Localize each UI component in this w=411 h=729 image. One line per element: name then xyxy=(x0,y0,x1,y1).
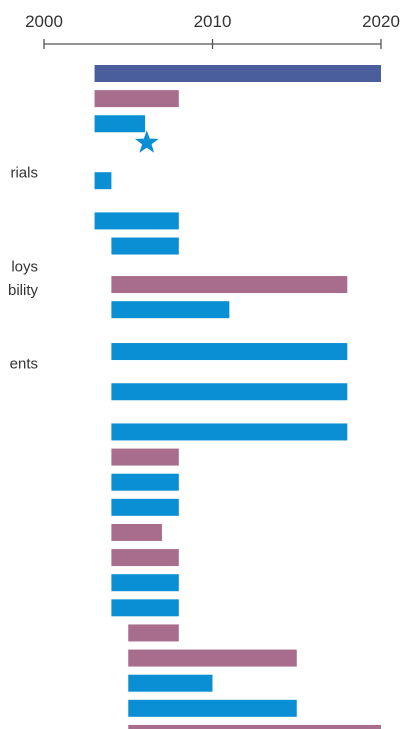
bar-11 xyxy=(111,448,179,466)
row-label: loys xyxy=(11,258,38,275)
x-tick-label: 2020 xyxy=(362,12,400,31)
row-label: ents xyxy=(10,355,38,372)
bar-9 xyxy=(111,383,348,401)
bar-19 xyxy=(128,649,297,667)
bar-0 xyxy=(94,65,382,82)
bar-2 xyxy=(94,115,146,133)
bar-1 xyxy=(94,90,179,108)
bar-5 xyxy=(111,237,179,255)
bar-10 xyxy=(111,423,348,441)
bar-17 xyxy=(111,599,179,617)
star-marker-icon xyxy=(134,130,159,153)
bar-4 xyxy=(94,212,179,230)
row-label: rials xyxy=(10,165,38,182)
row-labels: rials loys bility ents xyxy=(8,165,39,373)
bar-20 xyxy=(128,674,213,692)
bar-7 xyxy=(111,301,230,319)
x-axis: 2000 2010 2020 xyxy=(25,12,400,49)
x-tick-label: 2010 xyxy=(194,12,232,31)
bars-group xyxy=(94,65,382,729)
bar-6 xyxy=(111,276,348,294)
bar-16 xyxy=(111,574,179,592)
bar-18 xyxy=(128,624,179,642)
bar-22 xyxy=(128,724,381,729)
bar-21 xyxy=(128,699,297,717)
bar-14 xyxy=(111,523,162,541)
row-label: bility xyxy=(8,282,39,299)
bar-8 xyxy=(111,343,348,361)
x-tick-label: 2000 xyxy=(25,12,63,31)
markers-group xyxy=(134,130,159,153)
bar-3 xyxy=(94,172,112,190)
bar-15 xyxy=(111,549,179,567)
bar-12 xyxy=(111,473,179,491)
bar-13 xyxy=(111,498,179,516)
